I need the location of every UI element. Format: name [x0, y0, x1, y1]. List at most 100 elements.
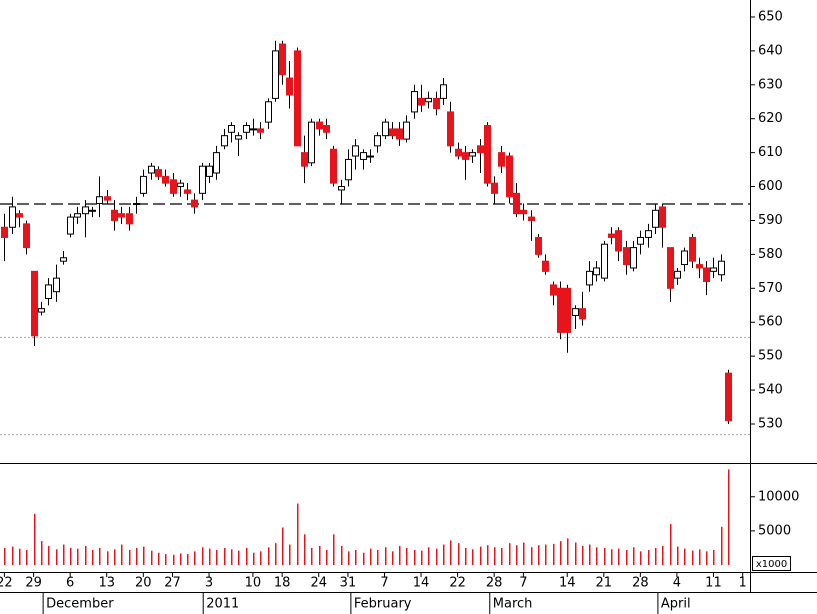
- volume-bar: [575, 542, 577, 565]
- x-tick-label: 14: [559, 576, 576, 591]
- y-tick-label: 650: [758, 9, 783, 24]
- volume-bar: [611, 549, 613, 565]
- volume-bar: [443, 544, 445, 565]
- volume-bar: [523, 542, 525, 565]
- volume-bar: [99, 547, 101, 565]
- x-tick-label: 3: [205, 576, 213, 591]
- candle-body: [601, 243, 608, 279]
- volume-bar: [472, 549, 474, 565]
- x-tick-label: 27: [164, 576, 181, 591]
- candle-body: [696, 264, 703, 269]
- volume-tick-label: 5000: [758, 523, 791, 538]
- candle-body: [330, 148, 337, 184]
- candle-body: [447, 111, 454, 147]
- candle-body: [140, 175, 147, 194]
- candle-body: [433, 97, 440, 110]
- candle-body: [45, 284, 52, 299]
- candle-body: [89, 209, 96, 212]
- candle-body: [528, 216, 535, 221]
- y-tick-label: 640: [758, 43, 783, 58]
- volume-bar: [713, 549, 715, 565]
- candle-body: [491, 182, 498, 194]
- volume-bar: [640, 551, 642, 565]
- volume-bar: [107, 551, 109, 565]
- y-tick-label: 570: [758, 281, 783, 296]
- candle-body: [623, 247, 630, 266]
- volume-bar: [268, 547, 270, 565]
- candle-body: [345, 158, 352, 181]
- candle-body: [272, 50, 279, 99]
- volume-bar: [392, 551, 394, 565]
- volume-bar: [516, 545, 518, 565]
- candle-body: [418, 97, 425, 106]
- candle-body: [213, 152, 220, 174]
- volume-bar: [56, 549, 58, 565]
- candle-body: [469, 152, 476, 157]
- volume-bar: [114, 549, 116, 565]
- volume-bar: [275, 543, 277, 565]
- x-tick-label: 7: [519, 576, 527, 591]
- volume-bar: [260, 551, 262, 565]
- volume-bar: [348, 551, 350, 565]
- volume-bar: [596, 547, 598, 565]
- volume-bar: [604, 547, 606, 565]
- x-tick-label: 28: [632, 576, 649, 591]
- volume-bar: [465, 547, 467, 565]
- volume-bar: [560, 541, 562, 565]
- volume-bar: [618, 548, 620, 565]
- volume-bar: [92, 549, 94, 565]
- volume-bar: [304, 534, 306, 565]
- x-tick-label: 29: [25, 576, 42, 591]
- x-tick-label: 11: [705, 576, 722, 591]
- candle-body: [250, 128, 257, 131]
- candle-body: [374, 135, 381, 147]
- candle-body: [104, 196, 111, 201]
- candle-body: [170, 179, 177, 194]
- candle-body: [148, 165, 155, 174]
- volume-bar: [633, 547, 635, 565]
- candle-body: [703, 267, 710, 283]
- y-tick-label: 590: [758, 213, 783, 228]
- candle-body: [572, 308, 579, 316]
- volume-bar: [728, 469, 730, 565]
- y-tick-label: 620: [758, 111, 783, 126]
- volume-bar: [202, 547, 204, 565]
- volume-bar: [692, 550, 694, 565]
- x-tick-label: 22: [0, 576, 13, 591]
- candle-body: [462, 152, 469, 160]
- volume-bar: [589, 544, 591, 565]
- candle-body: [484, 125, 491, 184]
- candle-body: [9, 206, 16, 228]
- x-tick-label: 13: [98, 576, 115, 591]
- y-tick-label: 580: [758, 247, 783, 262]
- candle-body: [725, 372, 732, 422]
- x-tick-label: 7: [380, 576, 388, 591]
- candle-body: [506, 155, 513, 198]
- x-tick-label: 4: [673, 576, 681, 591]
- volume-bar: [4, 547, 6, 565]
- candle-body: [513, 192, 520, 215]
- volume-bar: [319, 545, 321, 565]
- month-tick-label: February: [354, 597, 412, 612]
- candle-body: [1, 226, 8, 238]
- volume-bar: [414, 549, 416, 565]
- volume-bar: [85, 545, 87, 565]
- candle-body: [637, 236, 644, 245]
- candle-body: [243, 125, 250, 133]
- candle-body: [498, 152, 505, 167]
- candle-body: [265, 101, 272, 123]
- volume-bar: [699, 549, 701, 565]
- volume-bar: [436, 548, 438, 565]
- x-tick-label: 24: [310, 576, 327, 591]
- candle-body: [67, 216, 74, 235]
- candle-body: [681, 250, 688, 266]
- candle-body: [689, 236, 696, 262]
- volume-bar: [501, 547, 503, 565]
- volume-bar: [370, 548, 372, 565]
- candle-body: [323, 125, 330, 133]
- candle-body: [221, 135, 228, 147]
- candle-body: [440, 84, 447, 99]
- candle-body: [367, 155, 374, 158]
- candle-body: [403, 121, 410, 140]
